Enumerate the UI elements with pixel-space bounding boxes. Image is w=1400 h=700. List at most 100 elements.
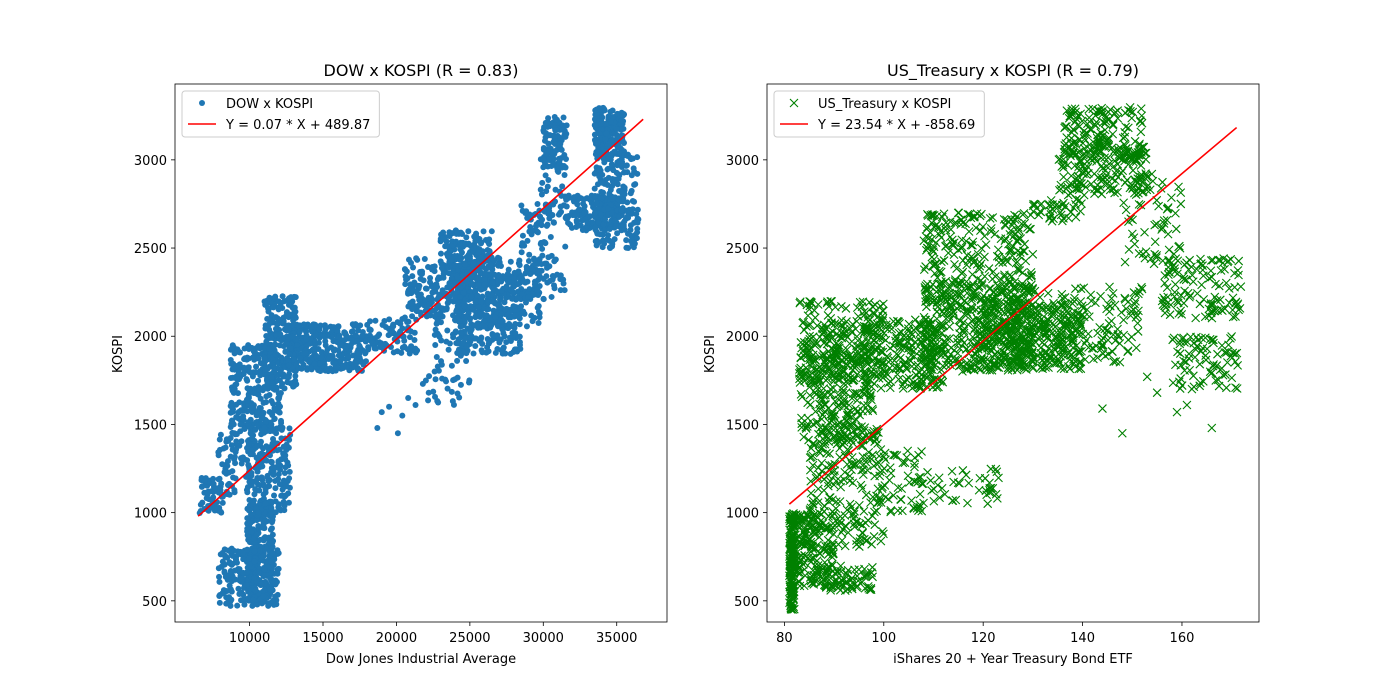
data-point <box>498 278 505 285</box>
data-point <box>433 281 440 288</box>
data-point <box>867 539 877 549</box>
data-point <box>629 206 636 213</box>
x-tick-label: 10000 <box>229 631 270 646</box>
data-point <box>394 430 401 437</box>
data-point <box>460 289 467 296</box>
data-point <box>445 270 452 277</box>
x-tick-label: 30000 <box>523 631 564 646</box>
data-point <box>852 432 862 441</box>
data-point <box>279 293 286 300</box>
data-point <box>805 507 815 516</box>
data-point <box>627 226 634 233</box>
data-point <box>268 558 275 565</box>
data-point <box>373 345 380 352</box>
data-point <box>516 262 523 269</box>
data-point <box>216 436 223 443</box>
data-point <box>557 203 564 210</box>
data-point <box>624 213 631 220</box>
data-point <box>536 256 543 263</box>
data-point <box>548 252 555 259</box>
data-point <box>564 195 571 202</box>
data-point <box>806 488 816 498</box>
data-point <box>554 271 561 278</box>
data-point <box>556 134 563 141</box>
data-point <box>601 240 608 247</box>
data-point <box>267 575 274 582</box>
data-point <box>256 547 263 554</box>
data-point <box>463 234 470 241</box>
data-point <box>496 273 503 280</box>
data-point <box>476 311 483 318</box>
data-point <box>247 451 254 458</box>
data-point <box>244 515 251 522</box>
data-point <box>847 502 856 512</box>
data-point <box>255 475 262 482</box>
data-point <box>500 330 507 337</box>
data-point <box>244 385 251 392</box>
x-tick-label: 15000 <box>302 631 343 646</box>
chart-title: DOW x KOSPI (R = 0.83) <box>324 61 519 80</box>
data-point <box>199 499 206 506</box>
data-point <box>615 196 622 203</box>
data-point <box>232 460 239 467</box>
data-point <box>839 475 849 484</box>
data-point <box>259 463 266 470</box>
data-point <box>223 600 230 607</box>
data-point <box>227 453 234 460</box>
data-point <box>366 332 373 339</box>
data-point <box>431 331 438 338</box>
data-point <box>308 323 315 330</box>
data-point <box>860 564 869 574</box>
data-point <box>284 297 291 304</box>
data-point <box>597 231 604 238</box>
data-point <box>406 334 413 341</box>
data-point <box>236 361 243 368</box>
data-point <box>354 357 361 364</box>
data-point <box>285 490 292 497</box>
data-point <box>425 389 432 396</box>
data-point <box>286 351 293 358</box>
legend-label: Y = 0.07 * X + 489.87 <box>225 118 370 133</box>
data-point <box>858 520 867 530</box>
chart-title: US_Treasury x KOSPI (R = 0.79) <box>887 61 1139 81</box>
data-point <box>337 341 344 348</box>
data-point <box>402 273 409 280</box>
data-point <box>794 576 804 586</box>
data-point <box>254 409 261 416</box>
data-point <box>820 576 830 586</box>
data-point <box>805 523 815 533</box>
data-point <box>215 476 222 483</box>
data-point <box>468 281 475 288</box>
data-point <box>229 552 236 559</box>
data-point <box>633 211 640 218</box>
data-point <box>628 172 635 179</box>
data-point <box>791 530 800 540</box>
data-point <box>809 364 819 374</box>
data-point <box>442 243 449 250</box>
data-point <box>252 349 259 356</box>
data-point <box>843 565 853 575</box>
data-point <box>231 350 238 357</box>
data-point <box>466 379 473 386</box>
data-point <box>503 339 510 346</box>
data-point <box>233 414 240 421</box>
data-point <box>217 508 224 515</box>
data-point <box>564 215 571 222</box>
data-point <box>785 544 795 554</box>
data-point <box>321 333 328 340</box>
x-tick-label: 20000 <box>376 631 417 646</box>
data-point <box>204 489 211 496</box>
data-point <box>833 568 842 577</box>
plot-area: 10000 15000 20000 25000 30000 350005001000150… <box>134 83 668 646</box>
data-point <box>489 298 496 305</box>
data-point <box>279 486 286 493</box>
data-point <box>805 465 815 475</box>
data-point <box>437 304 444 311</box>
data-point <box>551 133 558 140</box>
data-point <box>306 358 313 365</box>
data-point <box>461 303 468 310</box>
data-point <box>460 349 467 356</box>
data-point <box>576 206 583 213</box>
data-point <box>559 183 566 190</box>
data-point <box>813 568 823 577</box>
